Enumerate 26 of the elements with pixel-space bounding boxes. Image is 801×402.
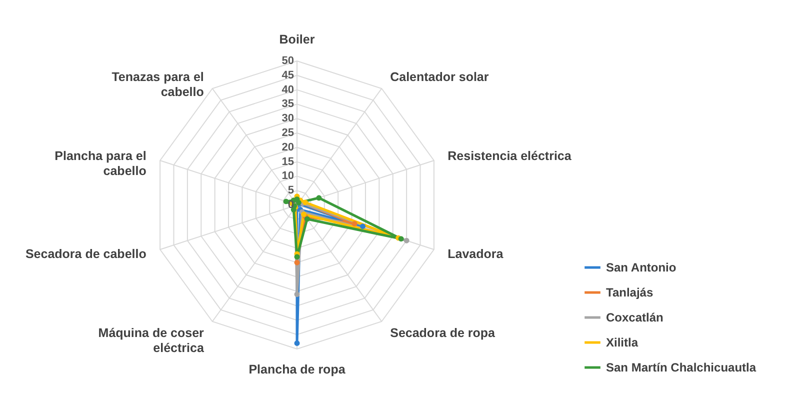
spoke-label: Lavadora	[448, 246, 504, 261]
spoke-label: Resistencia eléctrica	[448, 149, 572, 164]
legend-label: San Antonio	[606, 260, 676, 274]
y-tick-label: 25	[282, 127, 294, 139]
spoke-label: Boiler	[279, 32, 315, 47]
spoke-label: Tenazas para el cabello	[112, 70, 204, 99]
y-tick-label: 10	[282, 170, 294, 182]
legend-label: San Martín Chalchicuautla	[606, 360, 756, 374]
y-tick-label: 40	[282, 84, 294, 96]
y-tick-label: 50	[282, 55, 294, 67]
spoke-label: Calentador solar	[390, 70, 489, 84]
spoke-label: Secadora de cabello	[25, 246, 147, 261]
y-tick-label: 45	[282, 69, 294, 82]
spoke-label: Secadora de ropa	[390, 326, 496, 340]
spoke-label: Máquina de coser eléctrica	[98, 326, 205, 356]
y-tick-label: 35	[282, 98, 294, 110]
legend-label: Xilitla	[606, 336, 638, 350]
y-tick-label: 20	[282, 141, 294, 154]
y-tick-label: 5	[288, 184, 294, 197]
y-tick-label: 0	[288, 199, 294, 211]
legend-label: Tanlajás	[606, 286, 654, 300]
legend-label: Coxcatlán	[606, 310, 664, 324]
spoke-label: Plancha de ropa	[248, 362, 346, 376]
spoke-label: Plancha para el cabello	[54, 149, 147, 178]
y-tick-label: 30	[282, 112, 294, 125]
y-tick-label: 15	[282, 156, 294, 168]
